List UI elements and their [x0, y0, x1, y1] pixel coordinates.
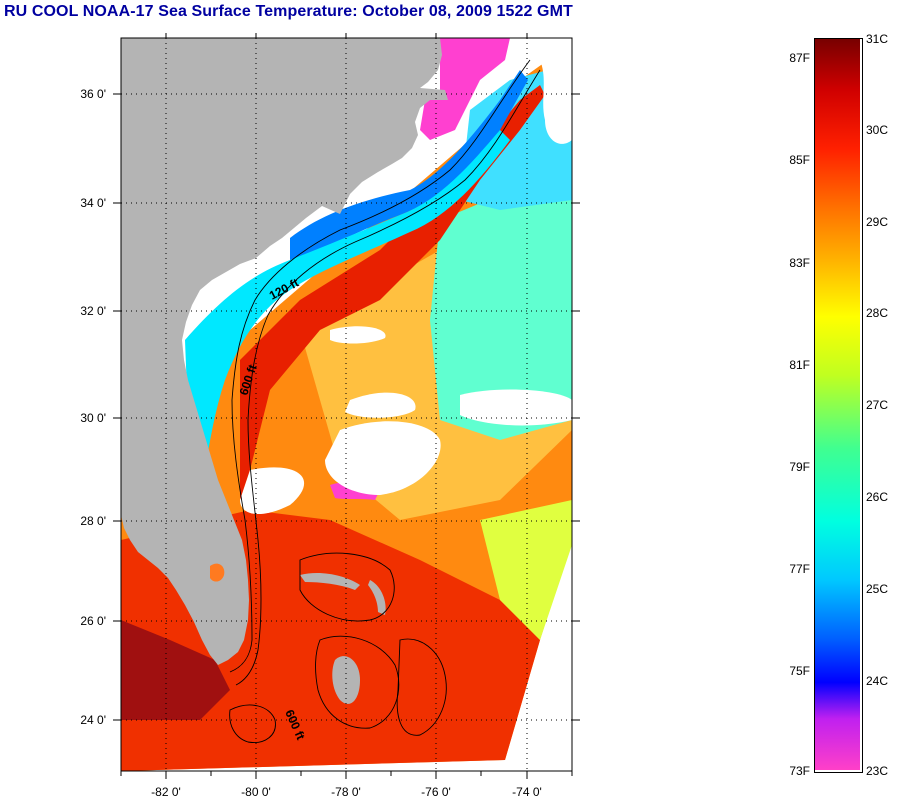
map-title: RU COOL NOAA-17 Sea Surface Temperature:…	[4, 3, 573, 20]
colorbar-f-label: 75F	[789, 664, 810, 678]
cyan-shelf-band	[185, 130, 510, 470]
cloud-patch	[325, 421, 441, 495]
contour-600ft	[235, 69, 541, 686]
axis-ticks	[113, 33, 580, 779]
colorbar-f-label: 83F	[789, 256, 810, 270]
lake-okeechobee	[210, 563, 225, 582]
lat-label: 30 0'	[80, 411, 106, 425]
cloud-patch	[460, 389, 572, 426]
cool-offshore-region	[430, 190, 572, 440]
contour-bahamas	[229, 704, 276, 743]
lon-label: -82 0'	[151, 785, 181, 799]
colorbar-c-label: 31C	[866, 32, 889, 46]
cloud-patch	[330, 326, 386, 344]
contour-bahamas	[315, 635, 400, 729]
lat-label: 26 0'	[80, 614, 106, 628]
colorbar-f-label: 77F	[789, 562, 810, 576]
grand-bahama-island	[300, 573, 360, 590]
cold-coastal-band	[290, 70, 528, 268]
abaco-island	[368, 580, 386, 615]
lat-label: 36 0'	[80, 87, 106, 101]
andros-island	[332, 656, 360, 704]
lat-label: 34 0'	[80, 196, 106, 210]
colorbar-frame	[814, 38, 863, 773]
cloud-patch	[240, 467, 305, 515]
colorbar-gradient	[815, 39, 860, 770]
contour-bahamas	[396, 638, 447, 736]
colorbar-c-label: 26C	[866, 490, 889, 504]
colorbar-c-label: 23C	[866, 764, 889, 778]
colorbar-c-label: 25C	[866, 582, 889, 596]
colorbar-f-label: 85F	[789, 153, 810, 167]
colorbar-f-label: 87F	[789, 51, 810, 65]
contour-bahamas	[299, 552, 395, 622]
pamlico-sound-cold	[420, 38, 510, 140]
contour-120ft	[229, 59, 531, 673]
colorbar-f-label: 73F	[789, 764, 810, 778]
southeast-us-land	[121, 38, 448, 665]
cloud-patch	[540, 38, 572, 144]
map-plot-area	[121, 38, 572, 771]
lat-label: 24 0'	[80, 713, 106, 727]
lon-label: -74 0'	[512, 785, 542, 799]
colorbar-c-label: 30C	[866, 123, 889, 137]
colorbar-c-label: 27C	[866, 398, 889, 412]
colorbar-c-label: 29C	[866, 215, 889, 229]
lat-label: 32 0'	[80, 304, 106, 318]
colorbar-c-label: 28C	[866, 306, 889, 320]
lon-label: -76 0'	[421, 785, 451, 799]
lat-label: 28 0'	[80, 514, 106, 528]
lon-label: -80 0'	[241, 785, 271, 799]
colorbar-f-label: 81F	[789, 358, 810, 372]
colorbar-c-label: 24C	[866, 674, 889, 688]
cloud-patch	[345, 392, 416, 418]
lat-lon-grid	[121, 38, 572, 771]
dark-gulf-region	[121, 620, 230, 720]
south-yellow-region	[480, 500, 572, 640]
lon-label: -78 0'	[331, 785, 361, 799]
colorbar-f-label: 79F	[789, 460, 810, 474]
